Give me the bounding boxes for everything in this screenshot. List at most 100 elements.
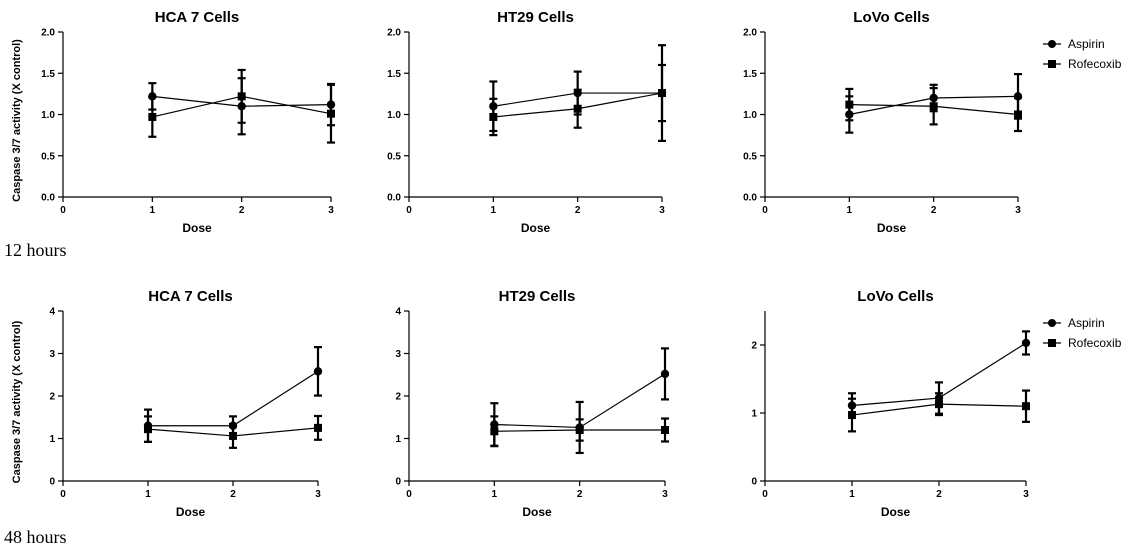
x-tick-label: 1 bbox=[491, 205, 497, 216]
x-tick-label: 3 bbox=[328, 205, 334, 216]
y-tick-label: 2.0 bbox=[743, 28, 757, 39]
data-point bbox=[229, 431, 237, 440]
x-tick-label: 1 bbox=[849, 489, 855, 500]
y-tick-label: 1.5 bbox=[387, 69, 401, 80]
x-axis-label: Dose bbox=[877, 221, 907, 235]
chart-title: LoVo Cells bbox=[853, 9, 929, 26]
chart-title: HCA 7 Cells bbox=[148, 288, 232, 305]
x-tick-label: 1 bbox=[145, 489, 151, 500]
y-tick-label: 2.0 bbox=[41, 28, 55, 39]
x-tick-label: 3 bbox=[1023, 489, 1029, 500]
x-tick-label: 0 bbox=[406, 489, 412, 500]
y-tick-label: 1.0 bbox=[387, 110, 401, 121]
chart-panel-3: LoVo Cells 0.0 0.5 1.0 1.5 2.0 0 1 2 3 Dose Aspirin… bbox=[743, 9, 1122, 235]
y-axis-label: Caspase 3/7 activity (X control) bbox=[11, 320, 23, 483]
y-tick-label: 2 bbox=[49, 392, 55, 403]
x-axis-label: Dose bbox=[182, 221, 212, 235]
legend-label: Rofecoxib bbox=[1068, 336, 1122, 350]
legend-item-rofecoxib: Rofecoxib bbox=[1043, 57, 1122, 71]
legend-label: Rofecoxib bbox=[1068, 57, 1122, 71]
data-point bbox=[313, 367, 323, 376]
data-point bbox=[148, 112, 157, 121]
x-tick-label: 3 bbox=[662, 489, 668, 500]
x-tick-label: 2 bbox=[230, 489, 236, 500]
y-tick-label: 1.5 bbox=[41, 69, 55, 80]
y-tick-label: 2 bbox=[395, 392, 401, 403]
y-tick-label: 0.5 bbox=[41, 151, 55, 162]
x-axis-label: Dose bbox=[521, 221, 551, 235]
x-tick-label: 0 bbox=[762, 205, 768, 216]
series-rofecoxib bbox=[490, 415, 669, 448]
chart-panel-2: HT29 Cells 0.0 0.5 1.0 1.5 2.0 0 1 2 3 Dose bbox=[387, 9, 667, 235]
chart-panel-5: HT29 Cells 0 1 2 3 4 0 1 2 3 Dose bbox=[395, 288, 670, 519]
y-tick-label: 0.0 bbox=[387, 193, 401, 204]
x-tick-label: 0 bbox=[60, 489, 66, 500]
y-tick-label: 1.0 bbox=[41, 110, 55, 121]
chart-panel-6: LoVo Cells 0 1 2 0 1 2 3 Dose Aspirin Rofecoxib bbox=[751, 288, 1121, 519]
x-tick-label: 3 bbox=[659, 205, 665, 216]
y-tick-label: 1 bbox=[395, 434, 401, 445]
x-tick-label: 1 bbox=[150, 205, 156, 216]
y-tick-label: 1.0 bbox=[743, 110, 757, 121]
chart-title: HT29 Cells bbox=[497, 9, 574, 26]
legend-marker bbox=[1048, 40, 1056, 48]
y-tick-label: 0 bbox=[49, 477, 55, 488]
series-rofecoxib bbox=[489, 63, 666, 137]
y-tick-label: 0 bbox=[751, 477, 757, 488]
row-label-12-hours: 12 hours bbox=[4, 240, 67, 260]
y-tick-label: 1 bbox=[49, 434, 55, 445]
series-rofecoxib bbox=[845, 86, 1022, 133]
chart-panel-1: HCA 7 Cells 0.0 0.5 1.0 1.5 2.0 0 1 2 3 Dose Caspas… bbox=[11, 9, 336, 235]
data-point bbox=[490, 427, 499, 436]
y-tick-label: 0.0 bbox=[743, 193, 757, 204]
legend-item-aspirin: Aspirin bbox=[1043, 316, 1105, 330]
legend-label: Aspirin bbox=[1068, 316, 1105, 330]
legend-marker bbox=[1048, 339, 1056, 347]
y-tick-label: 4 bbox=[395, 307, 401, 318]
y-tick-label: 2.0 bbox=[387, 28, 401, 39]
x-tick-label: 2 bbox=[577, 489, 583, 500]
data-point bbox=[1014, 110, 1022, 119]
data-point bbox=[1022, 402, 1030, 411]
series-rofecoxib bbox=[148, 68, 335, 144]
data-point bbox=[327, 109, 335, 118]
data-point bbox=[660, 369, 670, 379]
legend-marker bbox=[1048, 60, 1056, 68]
y-tick-label: 4 bbox=[49, 307, 55, 318]
data-point bbox=[573, 104, 582, 113]
chart-title: LoVo Cells bbox=[857, 288, 933, 305]
y-tick-label: 0.5 bbox=[743, 151, 757, 162]
x-tick-label: 2 bbox=[936, 489, 942, 500]
y-tick-label: 3 bbox=[49, 349, 55, 360]
x-axis-label: Dose bbox=[176, 505, 206, 519]
x-axis-label: Dose bbox=[522, 505, 552, 519]
legend-marker bbox=[1048, 319, 1056, 327]
legend-label: Aspirin bbox=[1068, 37, 1105, 51]
data-point bbox=[845, 100, 854, 109]
x-tick-label: 1 bbox=[492, 489, 498, 500]
data-point bbox=[1021, 338, 1031, 348]
x-tick-label: 2 bbox=[931, 205, 937, 216]
x-tick-label: 3 bbox=[315, 489, 321, 500]
x-tick-label: 0 bbox=[762, 489, 768, 500]
data-point bbox=[929, 102, 938, 111]
data-point bbox=[935, 400, 943, 409]
y-axis-label: Caspase 3/7 activity (X control) bbox=[11, 39, 23, 202]
chart-title: HT29 Cells bbox=[499, 288, 576, 305]
x-tick-label: 0 bbox=[60, 205, 66, 216]
y-tick-label: 3 bbox=[395, 349, 401, 360]
y-tick-label: 2 bbox=[751, 341, 757, 352]
x-tick-label: 2 bbox=[575, 205, 581, 216]
x-tick-label: 3 bbox=[1015, 205, 1021, 216]
data-point bbox=[848, 411, 856, 420]
y-tick-label: 1.5 bbox=[743, 69, 757, 80]
data-point bbox=[661, 426, 669, 434]
x-tick-label: 2 bbox=[239, 205, 245, 216]
data-point bbox=[314, 423, 322, 432]
y-tick-label: 0 bbox=[395, 477, 401, 488]
data-point bbox=[575, 426, 584, 434]
data-point bbox=[489, 112, 498, 121]
series-rofecoxib bbox=[144, 414, 322, 449]
legend-item-rofecoxib: Rofecoxib bbox=[1043, 336, 1122, 350]
